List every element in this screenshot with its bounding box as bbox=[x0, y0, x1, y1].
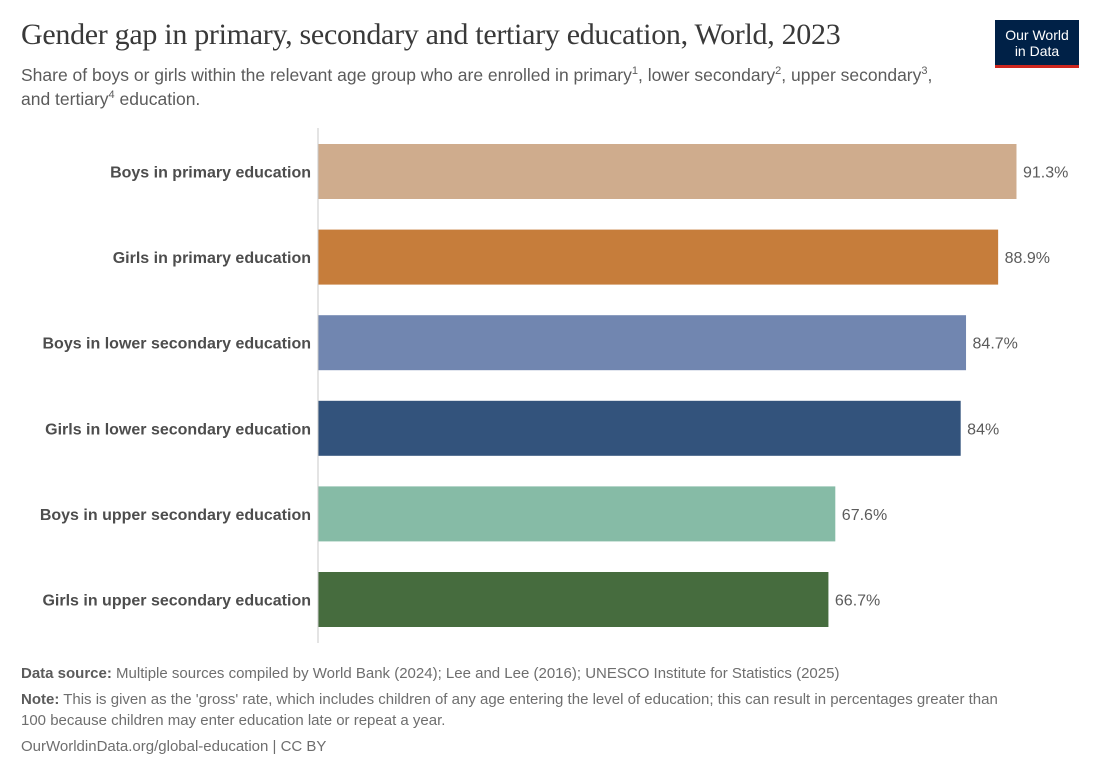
data-source-text: Multiple sources compiled by World Bank … bbox=[111, 665, 840, 682]
data-source: Data source: Multiple sources compiled b… bbox=[21, 663, 1081, 684]
footnote-ref-3: 3 bbox=[921, 65, 928, 78]
owid-logo[interactable]: Our World in Data bbox=[995, 20, 1079, 68]
note-label: Note: bbox=[21, 691, 60, 708]
subtitle-text: education. bbox=[114, 89, 201, 109]
bar[interactable] bbox=[318, 144, 1017, 199]
bar[interactable] bbox=[318, 229, 999, 285]
footnote-ref-2: 2 bbox=[775, 65, 782, 78]
value-label: 67.6% bbox=[842, 507, 887, 524]
value-label: 84% bbox=[967, 421, 999, 438]
category-label: Boys in lower secondary education bbox=[42, 336, 311, 353]
data-source-label: Data source: bbox=[21, 665, 112, 682]
value-label: 66.7% bbox=[835, 593, 880, 610]
category-label: Girls in lower secondary education bbox=[45, 421, 311, 438]
value-label: 91.3% bbox=[1023, 165, 1068, 182]
footnote-ref-4: 4 bbox=[108, 89, 115, 102]
logo-accent-bar bbox=[995, 65, 1079, 68]
footnote-ref-1: 1 bbox=[631, 65, 639, 78]
subtitle-text: , upper secondary bbox=[781, 65, 922, 85]
subtitle-text: , and tertiary bbox=[21, 65, 933, 109]
chart-title: Gender gap in primary, secondary and ter… bbox=[21, 18, 841, 51]
value-label: 88.9% bbox=[1005, 250, 1050, 267]
bar[interactable] bbox=[318, 400, 961, 456]
value-label: 84.7% bbox=[973, 336, 1018, 353]
logo-line-1: Our World bbox=[1005, 26, 1069, 43]
category-label: Girls in upper secondary education bbox=[42, 593, 311, 610]
chart-subtitle: Share of boys or girls within the releva… bbox=[21, 63, 941, 111]
source-url[interactable]: OurWorldinData.org/global-education | CC… bbox=[21, 738, 327, 755]
bar-chart: Boys in primary education 91.3% Girls in p… bbox=[40, 128, 1068, 643]
note-text: This is given as the 'gross' rate, which… bbox=[21, 691, 998, 729]
bar[interactable] bbox=[318, 486, 836, 542]
subtitle-text: , lower secondary bbox=[638, 65, 776, 85]
subtitle-text: Share of boys or girls within the releva… bbox=[21, 65, 632, 85]
category-label: Boys in primary education bbox=[110, 165, 311, 182]
category-label: Boys in upper secondary education bbox=[40, 507, 311, 524]
bar[interactable] bbox=[318, 315, 967, 371]
logo-line-2: in Data bbox=[1014, 42, 1060, 59]
category-label: Girls in primary education bbox=[113, 250, 311, 267]
bar[interactable] bbox=[318, 572, 829, 627]
note: Note: This is given as the 'gross' rate,… bbox=[21, 689, 1021, 731]
